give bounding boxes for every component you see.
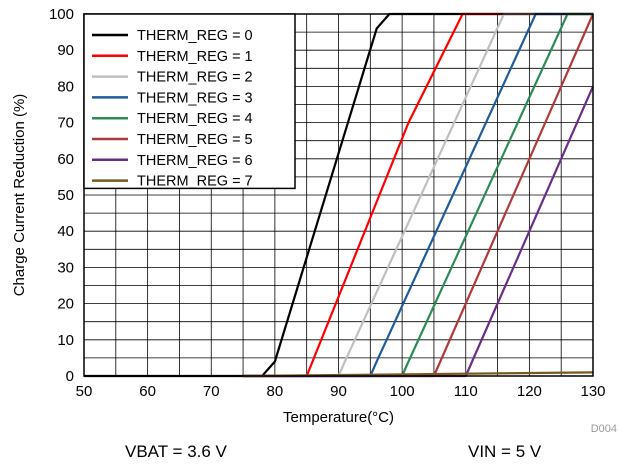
- y-tick-label: 20: [57, 296, 74, 313]
- y-tick-label: 100: [49, 6, 74, 23]
- caption-vin: VIN = 5 V: [468, 442, 542, 461]
- y-tick-label: 10: [57, 332, 74, 349]
- x-tick-label: 70: [203, 383, 220, 400]
- y-tick-label: 0: [66, 368, 74, 385]
- legend-label-0: THERM_REG = 0: [137, 28, 253, 44]
- y-tick-label: 50: [57, 187, 74, 204]
- chart: 50 60 70 80 90 100 110 120 130 0 10 20 30 40 50 60 70 80…: [11, 6, 617, 435]
- plot-area: [83, 13, 594, 377]
- x-tick-label: 60: [139, 383, 156, 400]
- legend-label-3: THERM_REG = 3: [137, 90, 253, 106]
- y-tick-label: 40: [57, 223, 74, 240]
- x-tick-label: 50: [76, 383, 93, 400]
- x-axis: 50 60 70 80 90 100 110 120 130: [76, 383, 606, 400]
- y-tick-label: 60: [57, 151, 74, 168]
- legend-label-6: THERM_REG = 6: [137, 153, 253, 169]
- y-tick-label: 80: [57, 78, 74, 95]
- legend-label-1: THERM_REG = 1: [137, 49, 253, 65]
- figure-code: D004: [591, 423, 617, 435]
- x-tick-label: 130: [580, 383, 605, 400]
- x-tick-label: 120: [517, 383, 542, 400]
- y-tick-label: 90: [57, 42, 74, 59]
- x-axis-label: Temperature(°C): [283, 409, 394, 426]
- x-tick-label: 90: [330, 383, 347, 400]
- y-axis-label: Charge Current Reduction (%): [11, 94, 28, 297]
- x-tick-label: 100: [390, 383, 415, 400]
- legend-label-2: THERM_REG = 2: [137, 70, 253, 86]
- y-tick-label: 70: [57, 115, 74, 132]
- legend: THERM_REG = 0 THERM_REG = 1 THERM_REG = 2 T…: [83, 13, 296, 190]
- y-axis: 0 10 20 30 40 50 60 70 80 90 100: [49, 6, 74, 385]
- caption-vbat: VBAT = 3.6 V: [125, 442, 227, 461]
- x-tick-label: 80: [267, 383, 284, 400]
- y-tick-label: 30: [57, 259, 74, 276]
- legend-label-5: THERM_REG = 5: [137, 132, 253, 148]
- x-tick-label: 110: [454, 383, 478, 400]
- legend-label-7: THERM_REG = 7: [137, 174, 253, 190]
- legend-label-4: THERM_REG = 4: [137, 111, 253, 127]
